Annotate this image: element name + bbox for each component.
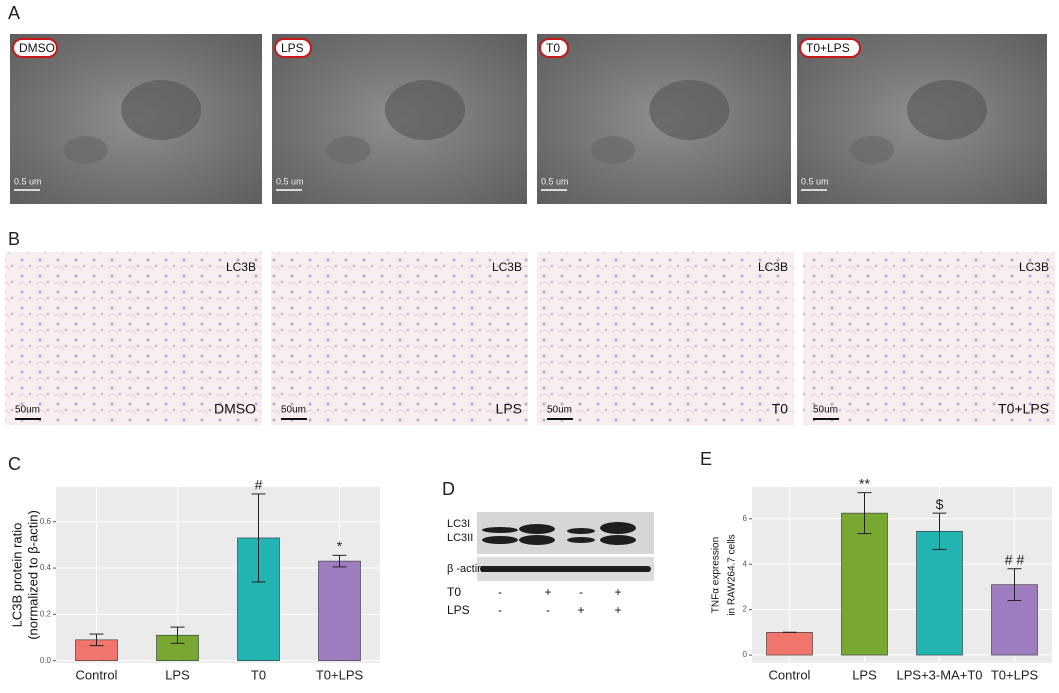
y-tick-label: 0.2: [40, 609, 52, 618]
scale-label: 50um: [281, 405, 306, 416]
x-tick-label: LPS: [852, 667, 877, 682]
image-label: LPS: [281, 41, 304, 55]
scale-label: 0.5 um: [14, 176, 42, 186]
x-tick-label: T0+LPS: [316, 667, 364, 682]
y-tick-label: 0.6: [40, 517, 52, 526]
scale-label: 0.5 um: [276, 176, 304, 186]
panel-label: D: [442, 479, 455, 499]
panel-label: C: [8, 454, 21, 474]
em-organelle: [907, 80, 987, 140]
blot-bands: [480, 522, 651, 572]
sign: -: [579, 585, 583, 599]
bar: [766, 632, 813, 656]
sign: +: [614, 603, 621, 617]
y-axis-label: (normalized to β-actin): [25, 510, 40, 640]
em-organelle: [385, 80, 465, 140]
ihc-image: [537, 252, 794, 425]
y-axis-label: in RAW264.7 cells: [727, 534, 738, 615]
x-tick-label: T0+LPS: [991, 667, 1039, 682]
scale-label: 50um: [813, 405, 838, 416]
y-tick-label: 6: [743, 514, 748, 523]
row-label: T0: [447, 585, 461, 599]
em-organelle: [63, 136, 108, 164]
row-label: LPS: [447, 603, 470, 617]
x-tick-label: Control: [76, 667, 118, 682]
em-organelle: [326, 136, 371, 164]
bar: [318, 560, 361, 661]
sign: -: [546, 603, 550, 617]
ihc-image: [5, 252, 262, 425]
image-label: T0+LPS: [806, 41, 850, 55]
image-label: DMSO: [214, 401, 256, 417]
em-organelle: [591, 136, 636, 164]
band-label: LC3II: [447, 532, 473, 544]
sign: +: [544, 585, 551, 599]
y-tick-label: 2: [743, 605, 748, 614]
stain-label: LC3B: [492, 260, 522, 274]
scale-label: 0.5 um: [801, 176, 829, 186]
scale-label: 50um: [15, 405, 40, 416]
image-label: T0: [546, 41, 560, 55]
panel-label: E: [700, 449, 712, 469]
image-label: LPS: [496, 401, 522, 417]
stain-label: LC3B: [758, 260, 788, 274]
em-organelle: [649, 80, 730, 140]
y-tick-label: 0: [743, 650, 748, 659]
scale-label: 0.5 um: [541, 176, 569, 186]
annotation: *: [337, 538, 343, 554]
label-bg: [799, 38, 861, 58]
ihc-image: [803, 252, 1055, 425]
panel-label: A: [8, 3, 20, 23]
x-tick-label: LPS: [165, 667, 190, 682]
image-label: T0: [772, 401, 789, 417]
ihc-image: [271, 252, 528, 425]
sign: +: [614, 585, 621, 599]
x-tick-label: Control: [769, 667, 811, 682]
x-tick-label: LPS+3-MA+T0: [897, 667, 983, 682]
band-label: LC3I: [447, 518, 470, 530]
x-tick-label: T0: [251, 667, 266, 682]
y-axis-label: LC3B protein ratio: [9, 523, 24, 628]
y-axis-label: TNFα expression: [711, 537, 722, 613]
label-bg: [274, 38, 312, 58]
y-tick-label: 0.4: [40, 563, 52, 572]
y-tick-label: 4: [743, 559, 748, 568]
panel-label: B: [8, 229, 20, 249]
em-organelle: [121, 80, 202, 140]
annotation: **: [859, 475, 870, 491]
bar: [916, 530, 963, 656]
annotation: $: [936, 496, 944, 512]
annotation: # #: [1005, 551, 1025, 567]
em-organelle: [850, 136, 894, 164]
bar: [841, 512, 888, 656]
stain-label: LC3B: [226, 260, 256, 274]
loading-label: β -actin: [447, 563, 483, 575]
annotation: #: [255, 477, 263, 493]
y-tick-label: 0.0: [40, 656, 52, 665]
label-bg: [539, 38, 569, 58]
label-bg: [12, 38, 58, 58]
image-label: T0+LPS: [998, 401, 1049, 417]
sign: -: [498, 585, 502, 599]
image-label: DMSO: [19, 41, 55, 55]
stain-label: LC3B: [1019, 260, 1049, 274]
sign: +: [577, 603, 584, 617]
sign: -: [498, 603, 502, 617]
scale-label: 50um: [547, 405, 572, 416]
